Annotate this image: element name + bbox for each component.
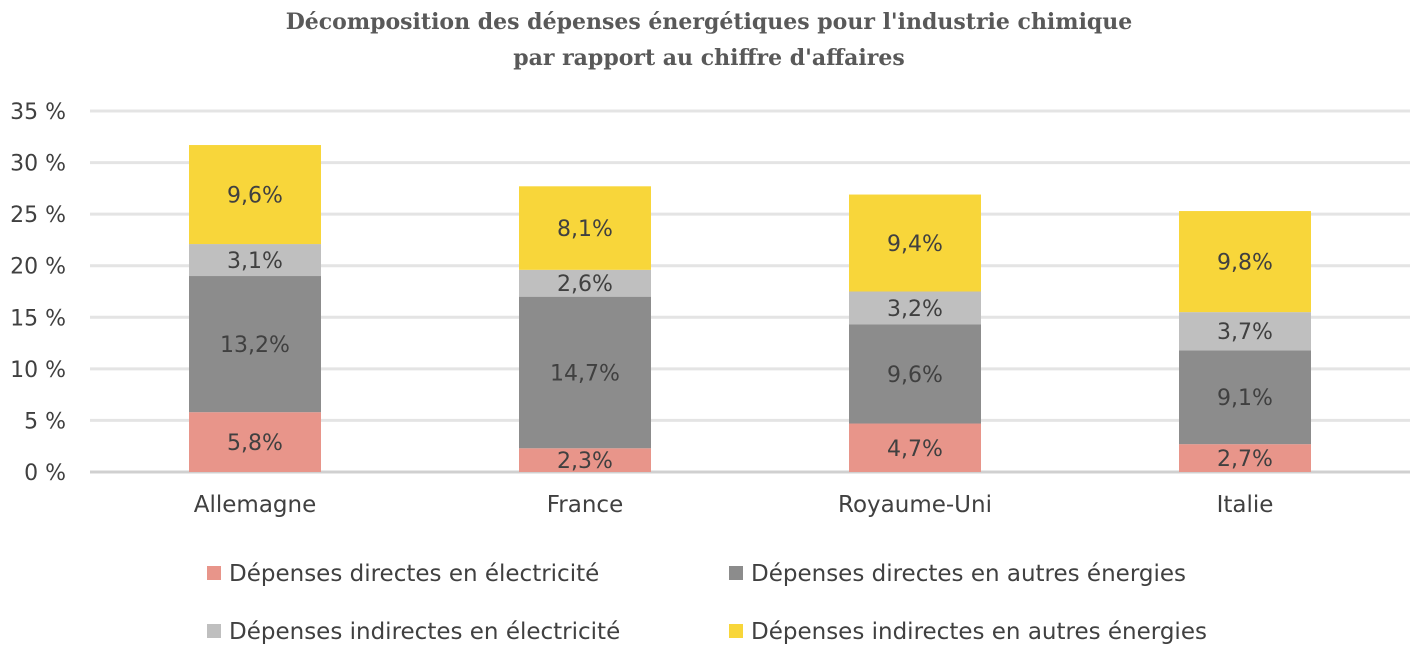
chart-title-line-2: par rapport au chiffre d'affaires bbox=[513, 45, 905, 71]
y-tick-label: 20 % bbox=[10, 255, 66, 280]
x-tick-label: Allemagne bbox=[194, 492, 317, 518]
data-label: 14,7% bbox=[550, 361, 620, 386]
data-label: 9,6% bbox=[887, 363, 943, 388]
bar-segment bbox=[519, 269, 651, 297]
stacked-bar-chart: 0 % 5 % 10 % 15 % 20 % 25 % 30 % 35 % 5,8% 13,2% 3… bbox=[10, 100, 1410, 518]
legend-label: Dépenses directes en électricité bbox=[229, 561, 600, 587]
bar-segment bbox=[189, 244, 321, 277]
legend-item-indirect-electricity: Dépenses indirectes en électricité bbox=[207, 619, 620, 645]
data-label: 3,1% bbox=[227, 249, 283, 274]
data-label: 2,7% bbox=[1217, 447, 1273, 472]
chart-title: Décomposition des dépenses énergétiques … bbox=[0, 4, 1418, 76]
data-label: 13,2% bbox=[220, 333, 290, 358]
bar-segment bbox=[519, 296, 651, 449]
data-label: 5,8% bbox=[227, 431, 283, 456]
legend-item-direct-electricity: Dépenses directes en électricité bbox=[207, 561, 599, 587]
data-label: 2,3% bbox=[557, 449, 613, 474]
bar-segment bbox=[189, 276, 321, 413]
bar-segment bbox=[519, 186, 651, 270]
data-label: 9,1% bbox=[1217, 386, 1273, 411]
bar-segment bbox=[849, 291, 981, 325]
x-tick-label: France bbox=[547, 492, 623, 518]
data-label: 2,6% bbox=[557, 272, 613, 297]
x-tick-label: Italie bbox=[1217, 492, 1274, 518]
bar-segment bbox=[519, 448, 651, 472]
data-label: 9,6% bbox=[227, 184, 283, 209]
bar-segment bbox=[849, 194, 981, 292]
legend-swatch-direct-other-energy bbox=[729, 565, 743, 580]
data-label: 3,7% bbox=[1217, 320, 1273, 345]
bar-segment bbox=[1179, 312, 1311, 351]
legend-item-direct-other-energy: Dépenses directes en autres énergies bbox=[729, 561, 1186, 587]
legend-item-indirect-other-energy: Dépenses indirectes en autres énergies bbox=[729, 619, 1207, 645]
data-label: 4,7% bbox=[887, 437, 943, 462]
bar-segment bbox=[189, 145, 321, 245]
bar-segment bbox=[849, 324, 981, 424]
legend-label: Dépenses indirectes en électricité bbox=[229, 619, 621, 645]
bar-segment bbox=[1179, 444, 1311, 472]
bar-segment bbox=[1179, 350, 1311, 445]
legend-swatch-direct-electricity bbox=[207, 565, 221, 580]
bar-segment bbox=[849, 423, 981, 472]
legend-label: Dépenses indirectes en autres énergies bbox=[751, 619, 1207, 645]
y-tick-label: 10 % bbox=[10, 358, 66, 383]
y-tick-label: 25 % bbox=[10, 203, 66, 228]
y-tick-label: 35 % bbox=[10, 100, 66, 125]
data-label: 9,4% bbox=[887, 232, 943, 257]
data-label: 3,2% bbox=[887, 297, 943, 322]
legend-swatch-indirect-other-energy bbox=[729, 623, 743, 638]
y-tick-label: 0 % bbox=[24, 461, 66, 486]
bar-segment bbox=[1179, 211, 1311, 313]
data-label: 9,8% bbox=[1217, 251, 1273, 276]
y-tick-label: 30 % bbox=[10, 152, 66, 177]
y-tick-label: 5 % bbox=[24, 409, 66, 434]
bar-segment bbox=[189, 412, 321, 472]
data-label: 8,1% bbox=[557, 217, 613, 242]
chart-title-line-1: Décomposition des dépenses énergétiques … bbox=[285, 9, 1133, 35]
legend-label: Dépenses directes en autres énergies bbox=[751, 561, 1186, 587]
y-tick-label: 15 % bbox=[10, 306, 66, 331]
x-tick-label: Royaume-Uni bbox=[838, 492, 992, 518]
legend-swatch-indirect-electricity bbox=[207, 623, 221, 638]
